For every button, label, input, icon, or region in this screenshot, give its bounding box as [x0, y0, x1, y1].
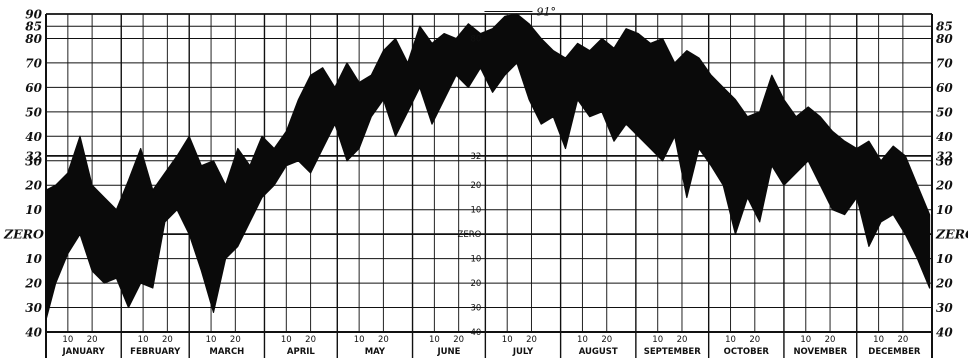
day-tick-label: 20 — [897, 335, 908, 345]
y-tick-label-left: 50 — [25, 105, 42, 119]
day-tick-label: 10 — [62, 335, 73, 345]
zero-label-right: ZERO — [935, 227, 968, 242]
y-tick-label-left: 20 — [24, 277, 42, 291]
day-tick-label: 20 — [749, 335, 760, 345]
day-tick-label: 10 — [281, 335, 292, 345]
temperature-band — [45, 13, 931, 321]
y-tick-label-right: 50 — [936, 105, 953, 119]
month-label: DECEMBER — [868, 347, 921, 357]
y-tick-label-mid: 10 — [471, 206, 482, 216]
zero-label-left: ZERO — [3, 227, 44, 242]
y-tick-label-mid: 30 — [471, 304, 482, 314]
month-label: NOVEMBER — [793, 347, 847, 357]
month-label: OCTOBER — [724, 347, 770, 357]
day-tick-label: 20 — [677, 335, 688, 345]
y-tick-label-mid: 20 — [471, 181, 482, 191]
y-tick-label-left: 85 — [25, 20, 42, 34]
y-tick-label-mid: ZERO — [458, 230, 482, 240]
month-label: JUNE — [436, 347, 460, 357]
day-tick-label: 20 — [453, 335, 464, 345]
y-tick-label-mid: 80 — [471, 34, 482, 44]
month-label: AUGUST — [579, 347, 618, 357]
day-tick-label: 10 — [652, 335, 663, 345]
axis-labels: 10 20 JANUARY 10 20 FEBRUARY 10 20 MARCH 10 20 APRI… — [3, 6, 968, 357]
month-label: JULY — [512, 347, 534, 357]
y-tick-label-right: 20 — [935, 277, 953, 291]
day-tick-label: 20 — [378, 335, 389, 345]
y-tick-label-left: 32 — [25, 149, 42, 163]
y-tick-label-left: 70 — [25, 56, 42, 70]
y-tick-label-right: 40 — [936, 326, 953, 340]
month-label: APRIL — [287, 347, 316, 357]
y-tick-label-left: 30 — [25, 154, 42, 168]
y-tick-label-right: 32 — [936, 149, 953, 163]
y-tick-label-left: 40 — [25, 326, 42, 340]
y-tick-label-right: 30 — [936, 154, 953, 168]
y-tick-label-left: 60 — [25, 81, 42, 95]
day-tick-label: 10 — [429, 335, 440, 345]
y-tick-label-right: 10 — [936, 252, 953, 266]
day-tick-label: 10 — [206, 335, 217, 345]
day-tick-label: 20 — [601, 335, 612, 345]
temperature-range-band — [45, 13, 931, 321]
y-tick-label-right: 70 — [936, 56, 953, 70]
y-tick-label-left: 90 — [25, 8, 42, 22]
y-tick-label-right: 30 — [936, 301, 953, 315]
y-tick-label-left: 10 — [25, 252, 42, 266]
day-tick-label: 10 — [725, 335, 736, 345]
y-tick-label-mid: 20 — [471, 279, 482, 289]
day-tick-label: 20 — [162, 335, 173, 345]
day-tick-label: 10 — [354, 335, 365, 345]
y-tick-label-left: 10 — [25, 203, 42, 217]
y-tick-label-right: 10 — [936, 203, 953, 217]
month-label: MARCH — [209, 347, 244, 357]
y-tick-label-right: 60 — [936, 81, 953, 95]
y-tick-label-right: 80 — [936, 32, 953, 46]
day-tick-label: 20 — [305, 335, 316, 345]
y-tick-label-left: 30 — [25, 301, 42, 315]
day-tick-label: 10 — [800, 335, 811, 345]
peak-annotation: 91° — [536, 6, 556, 19]
y-tick-label-right: 85 — [936, 20, 953, 34]
y-tick-label-mid: 32 — [471, 152, 482, 162]
day-tick-label: 10 — [577, 335, 588, 345]
day-tick-label: 20 — [87, 335, 98, 345]
day-tick-label: 20 — [526, 335, 537, 345]
day-tick-label: 10 — [138, 335, 149, 345]
day-tick-label: 10 — [502, 335, 513, 345]
y-tick-label-mid: 10 — [471, 255, 482, 265]
month-label: MAY — [365, 347, 386, 357]
y-tick-label-left: 80 — [25, 32, 42, 46]
day-tick-label: 20 — [230, 335, 241, 345]
y-tick-label-mid: 40 — [471, 328, 482, 338]
y-tick-label-left: 20 — [24, 179, 42, 193]
month-label: FEBRUARY — [130, 347, 181, 357]
day-tick-label: 10 — [873, 335, 884, 345]
y-tick-label-left: 40 — [25, 130, 42, 144]
day-tick-label: 20 — [825, 335, 836, 345]
y-tick-label-right: 20 — [935, 179, 953, 193]
month-label: JANUARY — [61, 347, 105, 357]
month-label: SEPTEMBER — [644, 347, 702, 357]
y-tick-label-right: 40 — [936, 130, 953, 144]
